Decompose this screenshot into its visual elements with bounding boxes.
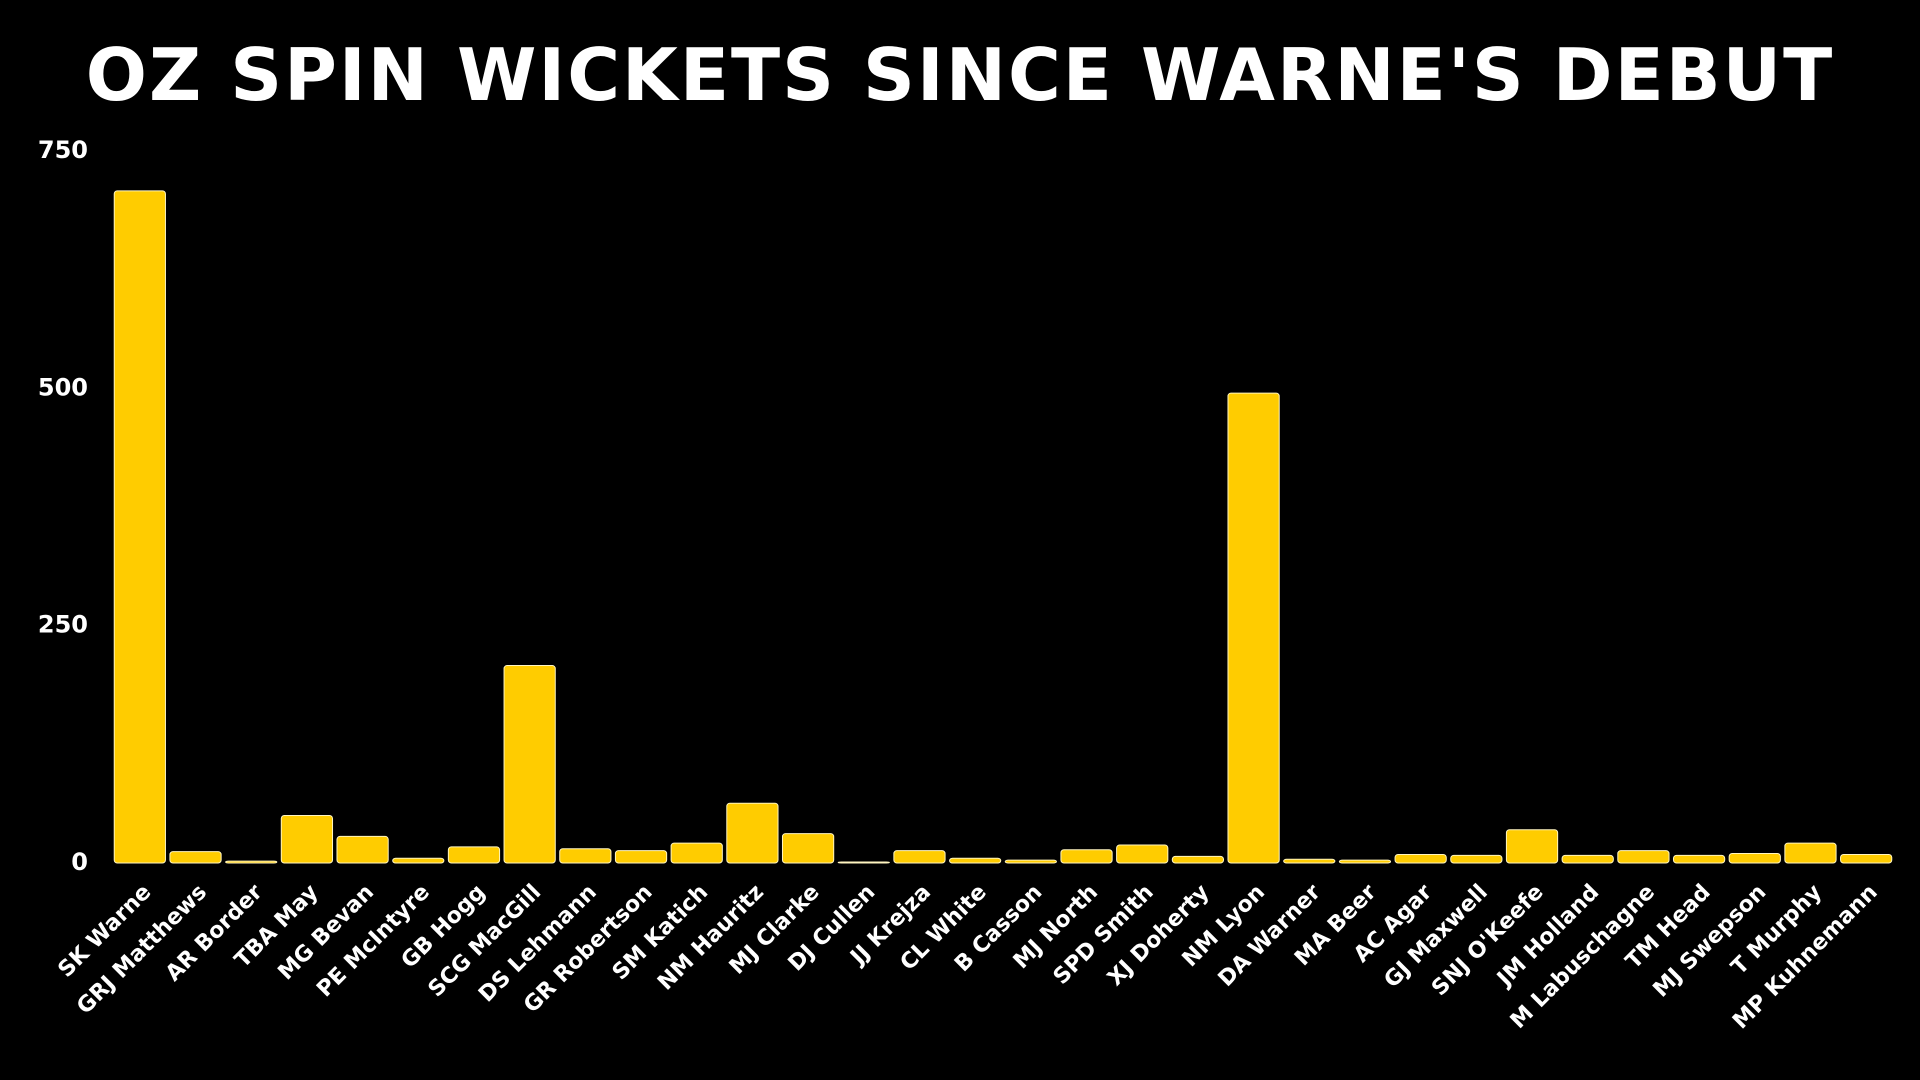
bar (893, 850, 946, 864)
chart-title: OZ SPIN WICKETS SINCE WARNE'S DEBUT (86, 33, 1834, 117)
bar (949, 857, 1002, 864)
bar (837, 861, 890, 864)
bar (726, 802, 779, 864)
bar (1728, 853, 1781, 864)
bar (1116, 844, 1169, 864)
bar (225, 860, 278, 864)
bar (1561, 854, 1614, 864)
bar (169, 851, 222, 864)
bar (1505, 829, 1559, 864)
y-tick-label: 0 (71, 848, 88, 876)
y-tick-label: 250 (38, 611, 88, 639)
y-tick-label: 500 (38, 373, 88, 401)
bar (1060, 849, 1113, 864)
bar (113, 190, 166, 864)
bar (1283, 858, 1336, 864)
bar (1171, 855, 1225, 864)
bar (559, 848, 612, 864)
bar (1004, 859, 1057, 864)
bar (1227, 392, 1280, 864)
bar (781, 833, 835, 864)
bar (1394, 853, 1447, 864)
y-tick-label: 750 (38, 136, 88, 164)
bar (1672, 854, 1726, 864)
bar (670, 842, 723, 864)
bar (336, 835, 389, 864)
bar (447, 846, 501, 864)
bar (280, 815, 334, 864)
bar (1617, 850, 1670, 864)
bar (1338, 859, 1392, 864)
bar (392, 857, 445, 864)
bar (1450, 854, 1503, 864)
bar (1784, 842, 1837, 864)
bar (1840, 853, 1893, 864)
bar (614, 850, 668, 864)
bar (503, 665, 556, 864)
